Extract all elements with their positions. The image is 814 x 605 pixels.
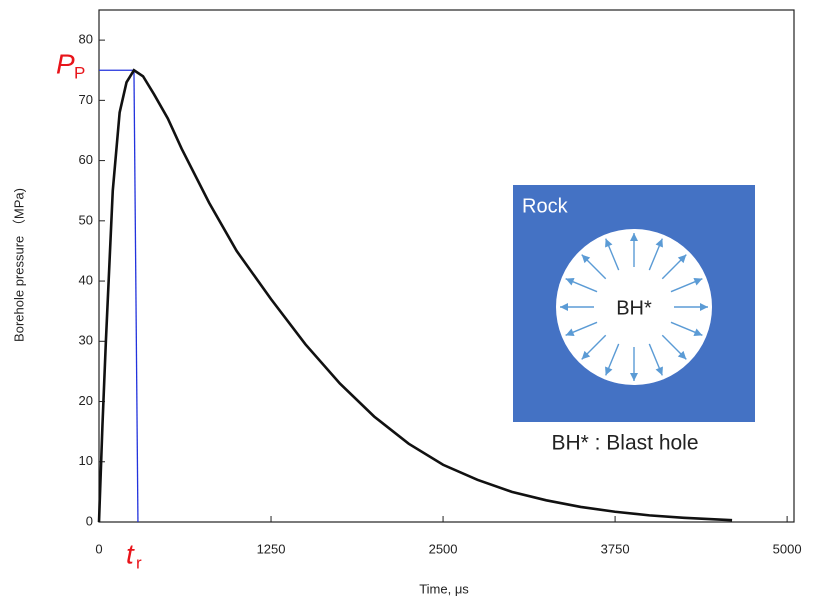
y-tick-label: 50 bbox=[79, 212, 93, 227]
arrow-head bbox=[677, 254, 687, 264]
arrow-head bbox=[677, 350, 687, 360]
y-tick-label: 20 bbox=[79, 393, 93, 408]
arrow-head bbox=[693, 328, 703, 336]
y-tick-label: 60 bbox=[79, 152, 93, 167]
rise-time-line bbox=[133, 70, 139, 523]
arrow-head bbox=[700, 303, 708, 311]
arrow-head bbox=[655, 366, 663, 376]
arrow-head bbox=[581, 350, 591, 360]
arrow-head bbox=[630, 373, 638, 381]
arrow-head bbox=[693, 278, 703, 286]
arrow-head bbox=[605, 238, 613, 248]
y-tick-label: 0 bbox=[86, 513, 93, 528]
x-tick-label: 2500 bbox=[429, 541, 458, 556]
rock-label: Rock bbox=[522, 195, 569, 217]
arrow-head bbox=[565, 278, 575, 286]
y-axis-label: Borehole pressure （MPa) bbox=[11, 188, 26, 342]
arrow-head bbox=[630, 233, 638, 241]
arrow-head bbox=[560, 303, 568, 311]
x-axis-label: Time, μs bbox=[419, 581, 469, 596]
annotation: P bbox=[56, 49, 75, 80]
arrow-head bbox=[565, 328, 575, 336]
annotation-subscript: P bbox=[74, 64, 85, 83]
x-tick-label: 5000 bbox=[773, 541, 802, 556]
inset-caption: BH* : Blast hole bbox=[551, 432, 698, 455]
plot-frame bbox=[98, 9, 795, 523]
x-tick-label: 0 bbox=[95, 541, 102, 556]
hole-label: BH* bbox=[616, 297, 652, 319]
y-tick-label: 30 bbox=[79, 333, 93, 348]
arrow-head bbox=[581, 254, 591, 264]
y-tick-label: 70 bbox=[79, 92, 93, 107]
x-tick-label: 3750 bbox=[601, 541, 630, 556]
pressure-curve bbox=[97, 68, 733, 523]
arrow-head bbox=[655, 238, 663, 248]
annotation: t bbox=[126, 538, 135, 569]
y-tick-label: 40 bbox=[79, 272, 93, 287]
y-tick-label: 10 bbox=[79, 453, 93, 468]
annotation-subscript: r bbox=[136, 553, 142, 572]
x-tick-label: 1250 bbox=[257, 541, 286, 556]
y-tick-label: 80 bbox=[79, 32, 93, 47]
arrow-head bbox=[605, 366, 613, 376]
